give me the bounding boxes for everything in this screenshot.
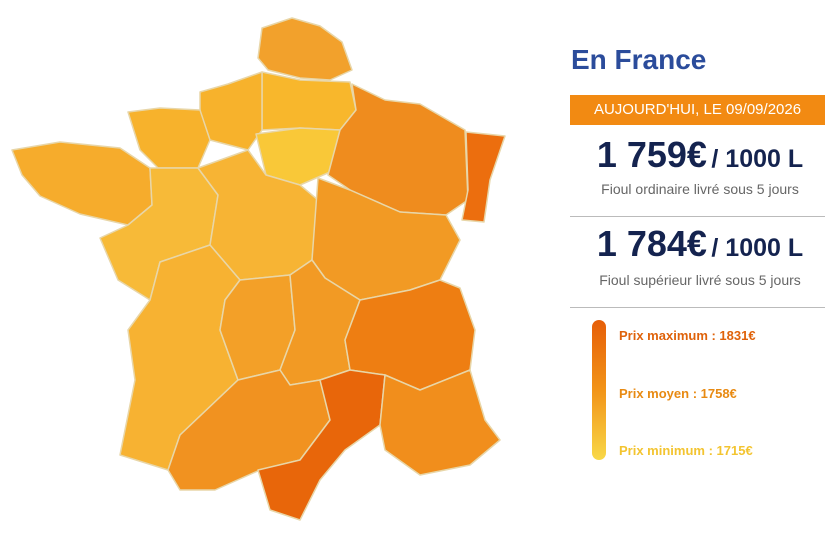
price-line: 1 759€ / 1000 L [570,134,830,176]
region [461,131,506,223]
price-caption: Fioul supérieur livré sous 5 jours [599,272,801,288]
region [127,107,211,169]
legend-label: Prix moyen : 1758€ [619,386,737,401]
region [11,141,153,226]
price-unit: / 1000 L [711,145,804,173]
price-caption: Fioul ordinaire livré sous 5 jours [601,181,799,197]
region [379,369,501,476]
price-unit: / 1000 L [711,234,804,262]
france-map [11,17,506,521]
legend-label: Prix maximum : 1831€ [619,328,756,343]
date-banner: AUJOURD'HUI, LE 09/09/2026 [570,95,825,125]
price-line: 1 784€ / 1000 L [570,223,830,265]
region [257,369,386,521]
legend-gradient [592,320,606,460]
divider [570,307,825,308]
divider [570,216,825,217]
price-amount: 1 784€ [596,223,707,264]
region [257,17,353,81]
price-amount: 1 759€ [596,134,707,175]
region [261,71,357,131]
heading: En France [571,44,707,75]
legend-label: Prix minimum : 1715€ [619,443,753,458]
